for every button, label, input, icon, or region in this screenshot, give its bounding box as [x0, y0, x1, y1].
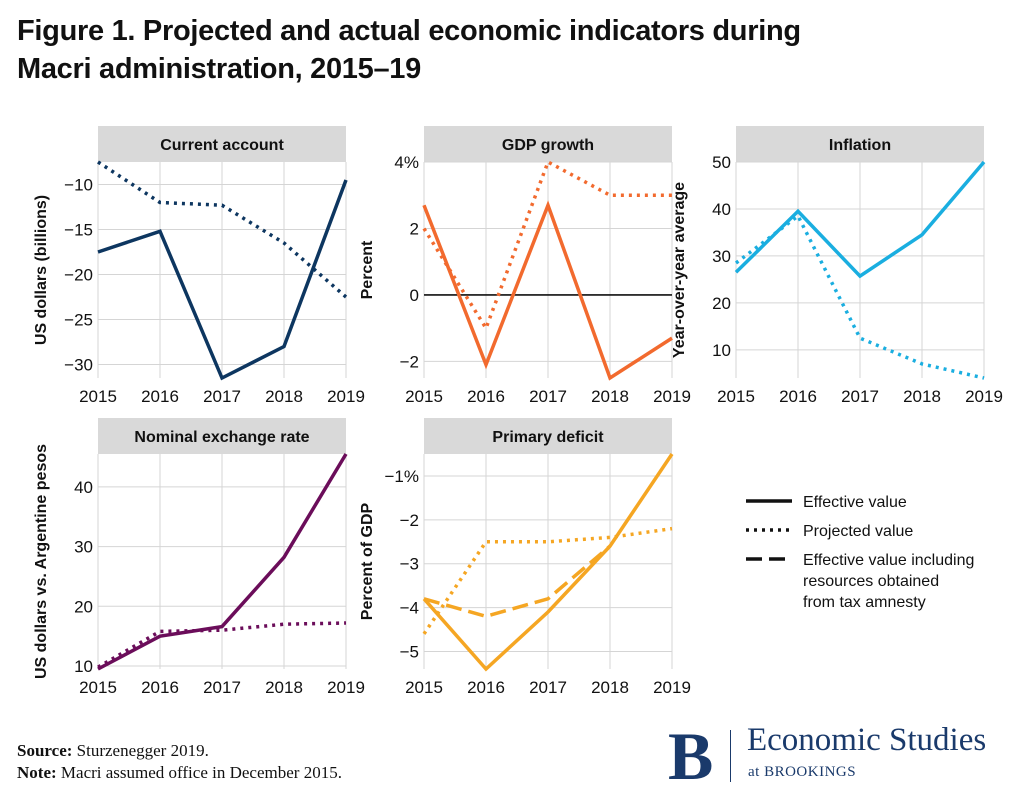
x-tick-label: 2016 [779, 387, 817, 406]
y-axis-label: US dollars vs. Argentine pesos [33, 444, 50, 679]
y-tick-label: 40 [74, 478, 93, 497]
x-tick-label: 2016 [141, 678, 179, 697]
legend: Effective value Projected value Effective … [746, 494, 974, 611]
x-tick-label: 2015 [717, 387, 755, 406]
figure-title-line1: Figure 1. Projected and actual economic … [17, 15, 801, 47]
panel-header [98, 126, 346, 162]
figure-title-line2: Macri administration, 2015–19 [17, 53, 421, 85]
y-tick-label: −4 [400, 599, 419, 618]
legend-amnesty-label: resources obtained [803, 573, 939, 590]
series-solid-line [422, 200, 673, 381]
series-dotted-line [97, 621, 347, 669]
x-tick-label: 2016 [467, 678, 505, 697]
source-text: Sturzenegger 2019. [72, 741, 209, 760]
x-tick-label: 2019 [653, 678, 691, 697]
brand-divider [730, 730, 731, 782]
panel-header [98, 418, 346, 454]
y-tick-label: −10 [64, 176, 93, 195]
x-tick-label: 2015 [79, 387, 117, 406]
x-tick-label: 2019 [327, 678, 365, 697]
panel-title: GDP growth [502, 137, 594, 154]
note-text: Macri assumed office in December 2015. [56, 763, 342, 782]
figure-title: Figure 1. Projected and actual economic … [17, 12, 801, 88]
y-tick-label: 2 [410, 219, 419, 238]
panel-header [736, 126, 984, 162]
y-tick-label: 40 [712, 200, 731, 219]
panel-title: Nominal exchange rate [134, 429, 309, 446]
panel-header [424, 126, 672, 162]
x-tick-label: 2017 [203, 678, 241, 697]
y-tick-label: 0 [410, 286, 419, 305]
series-solid-line [97, 453, 348, 671]
x-tick-label: 2019 [965, 387, 1003, 406]
y-tick-label: −30 [64, 356, 93, 375]
series-dotted-line [422, 159, 672, 333]
x-tick-label: 2017 [841, 387, 879, 406]
y-tick-label: 10 [74, 657, 93, 676]
y-tick-label: −5 [400, 642, 419, 661]
x-tick-label: 2019 [653, 387, 691, 406]
y-tick-label: −1% [385, 467, 420, 486]
y-tick-label: 30 [712, 247, 731, 266]
y-axis-label: Percent [359, 240, 376, 299]
x-tick-label: 2016 [467, 387, 505, 406]
x-tick-label: 2018 [591, 387, 629, 406]
x-tick-label: 2015 [405, 387, 443, 406]
y-tick-label: −15 [64, 221, 93, 240]
x-tick-label: 2019 [327, 387, 365, 406]
x-tick-label: 2018 [903, 387, 941, 406]
x-tick-label: 2017 [203, 387, 241, 406]
y-tick-label: 30 [74, 538, 93, 557]
y-tick-label: −3 [400, 555, 419, 574]
legend-effective-label: Effective value [803, 494, 907, 511]
y-tick-label: −2 [400, 352, 419, 371]
source-label: Source: [17, 741, 73, 760]
y-axis-label: Percent of GDP [359, 502, 376, 620]
legend-amnesty-label: from tax amnesty [803, 594, 926, 611]
brand-subtitle: at BROOKINGS [748, 764, 857, 780]
series-solid-line [97, 179, 348, 381]
y-tick-label: −2 [400, 511, 419, 530]
panel-title: Inflation [829, 137, 891, 154]
note-label: Note: [17, 763, 57, 782]
y-tick-label: 10 [712, 341, 731, 360]
chart-panel-5: Primary deficit 2015 2016 2017 2018 2019 −1% −2… [359, 418, 691, 697]
x-tick-label: 2017 [529, 678, 567, 697]
charts-svg: Current account 2015 2016 2017 2018 2019 −10 −1… [33, 126, 1003, 697]
y-tick-label: −20 [64, 266, 93, 285]
series-dotted-line [422, 526, 673, 635]
panel-title: Primary deficit [492, 429, 604, 446]
y-tick-label: 4% [394, 153, 419, 172]
legend-amnesty-label: Effective value including [803, 552, 974, 569]
chart-panel-2: GDP growth 2015 2016 2017 2018 2019 4% 2 0 −2 Perc… [359, 126, 691, 406]
chart-panel-3: Inflation 2015 2016 2017 2018 2019 50 40 30 20 10 Y… [671, 126, 1003, 406]
panel-header [424, 418, 672, 454]
chart-panel-1: Current account 2015 2016 2017 2018 2019 −10 −1… [33, 126, 365, 406]
x-tick-label: 2017 [529, 387, 567, 406]
source-notes: Source: Sturzenegger 2019. Note: Macri a… [17, 740, 342, 784]
brookings-logo-letter: B [668, 718, 714, 794]
x-tick-label: 2015 [405, 678, 443, 697]
x-tick-label: 2018 [591, 678, 629, 697]
y-tick-label: −25 [64, 311, 93, 330]
y-axis-label: US dollars (billions) [33, 195, 50, 345]
series-solid-line [422, 453, 674, 672]
source-line: Source: Sturzenegger 2019. [17, 740, 342, 762]
x-tick-label: 2018 [265, 678, 303, 697]
y-tick-label: 50 [712, 153, 731, 172]
y-tick-label: 20 [74, 597, 93, 616]
y-tick-label: 20 [712, 294, 731, 313]
panel-title: Current account [160, 137, 284, 154]
legend-projected-label: Projected value [803, 523, 913, 540]
series-dotted-line [97, 160, 348, 299]
y-axis-label: Year-over-year average [671, 182, 688, 358]
x-tick-label: 2018 [265, 387, 303, 406]
note-line: Note: Macri assumed office in December 2… [17, 762, 342, 784]
brand-title: Economic Studies [747, 722, 987, 758]
x-tick-label: 2015 [79, 678, 117, 697]
series-solid-line [734, 160, 986, 279]
series-dashed-line [423, 544, 612, 619]
x-tick-label: 2016 [141, 387, 179, 406]
